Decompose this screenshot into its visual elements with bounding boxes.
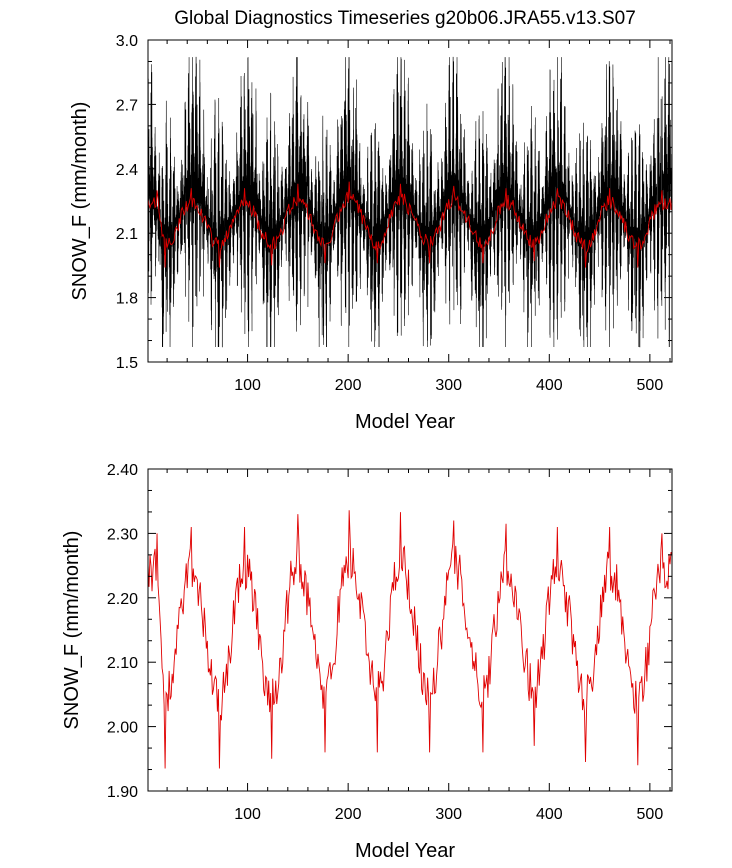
- top-x-tick-label: 400: [536, 377, 563, 394]
- figure-title: Global Diagnostics Timeseries g20b06.JRA…: [174, 8, 636, 29]
- bottom-series-0-line: [147, 510, 673, 769]
- top-y-tick-label: 1.8: [116, 291, 138, 308]
- bottom-plot-area: [147, 510, 673, 769]
- bottom-y-axis-label: SNOW_F (mm/month): [61, 531, 83, 730]
- top-y-tick-label: 2.4: [116, 162, 138, 179]
- bottom-y-tick-label: 2.00: [107, 720, 138, 737]
- top-x-tick-label: 100: [234, 377, 261, 394]
- top-y-axis-label: SNOW_F (mm/month): [69, 102, 91, 301]
- top-panel: 1.5 1.8 2.1 2.4 2.7 3.0 100 200 300 400 500 Model…: [69, 33, 673, 433]
- bottom-x-tick-label: 100: [234, 806, 261, 823]
- bottom-x-axis: 100 200 300 400 500: [166, 469, 671, 823]
- top-x-tick-label: 300: [435, 377, 462, 394]
- bottom-y-tick-label: 2.20: [107, 591, 138, 608]
- top-x-axis: 100 200 300 400 500: [166, 40, 671, 394]
- bottom-y-tick-label: 2.40: [107, 462, 138, 479]
- bottom-x-axis-label: Model Year: [355, 840, 455, 862]
- bottom-x-tick-label: 200: [335, 806, 362, 823]
- top-plot-frame: [147, 39, 673, 363]
- bottom-x-tick-label: 500: [637, 806, 664, 823]
- top-y-axis: 1.5 1.8 2.1 2.4 2.7 3.0: [116, 33, 672, 372]
- bottom-y-tick-label: 1.90: [107, 784, 138, 801]
- top-x-tick-label: 200: [335, 377, 362, 394]
- bottom-x-tick-label: 400: [536, 806, 563, 823]
- bottom-y-tick-label: 2.30: [107, 526, 138, 543]
- top-series-1-line: [147, 181, 673, 268]
- top-plot-area: [147, 56, 673, 348]
- bottom-y-axis: 1.90 2.00 2.10 2.20 2.30 2.40: [107, 462, 672, 801]
- top-series-0-line: [147, 56, 673, 348]
- top-y-tick-label: 2.1: [116, 226, 138, 243]
- top-y-tick-label: 3.0: [116, 33, 138, 50]
- bottom-plot-frame: [147, 468, 673, 792]
- bottom-panel: 1.90 2.00 2.10 2.20 2.30 2.40 100 200 300 400 500…: [61, 462, 673, 862]
- top-y-tick-label: 1.5: [116, 355, 138, 372]
- top-y-tick-label: 2.7: [116, 97, 138, 114]
- top-x-axis-label: Model Year: [355, 411, 455, 433]
- top-x-tick-label: 500: [637, 377, 664, 394]
- bottom-y-tick-label: 2.10: [107, 655, 138, 672]
- bottom-x-tick-label: 300: [435, 806, 462, 823]
